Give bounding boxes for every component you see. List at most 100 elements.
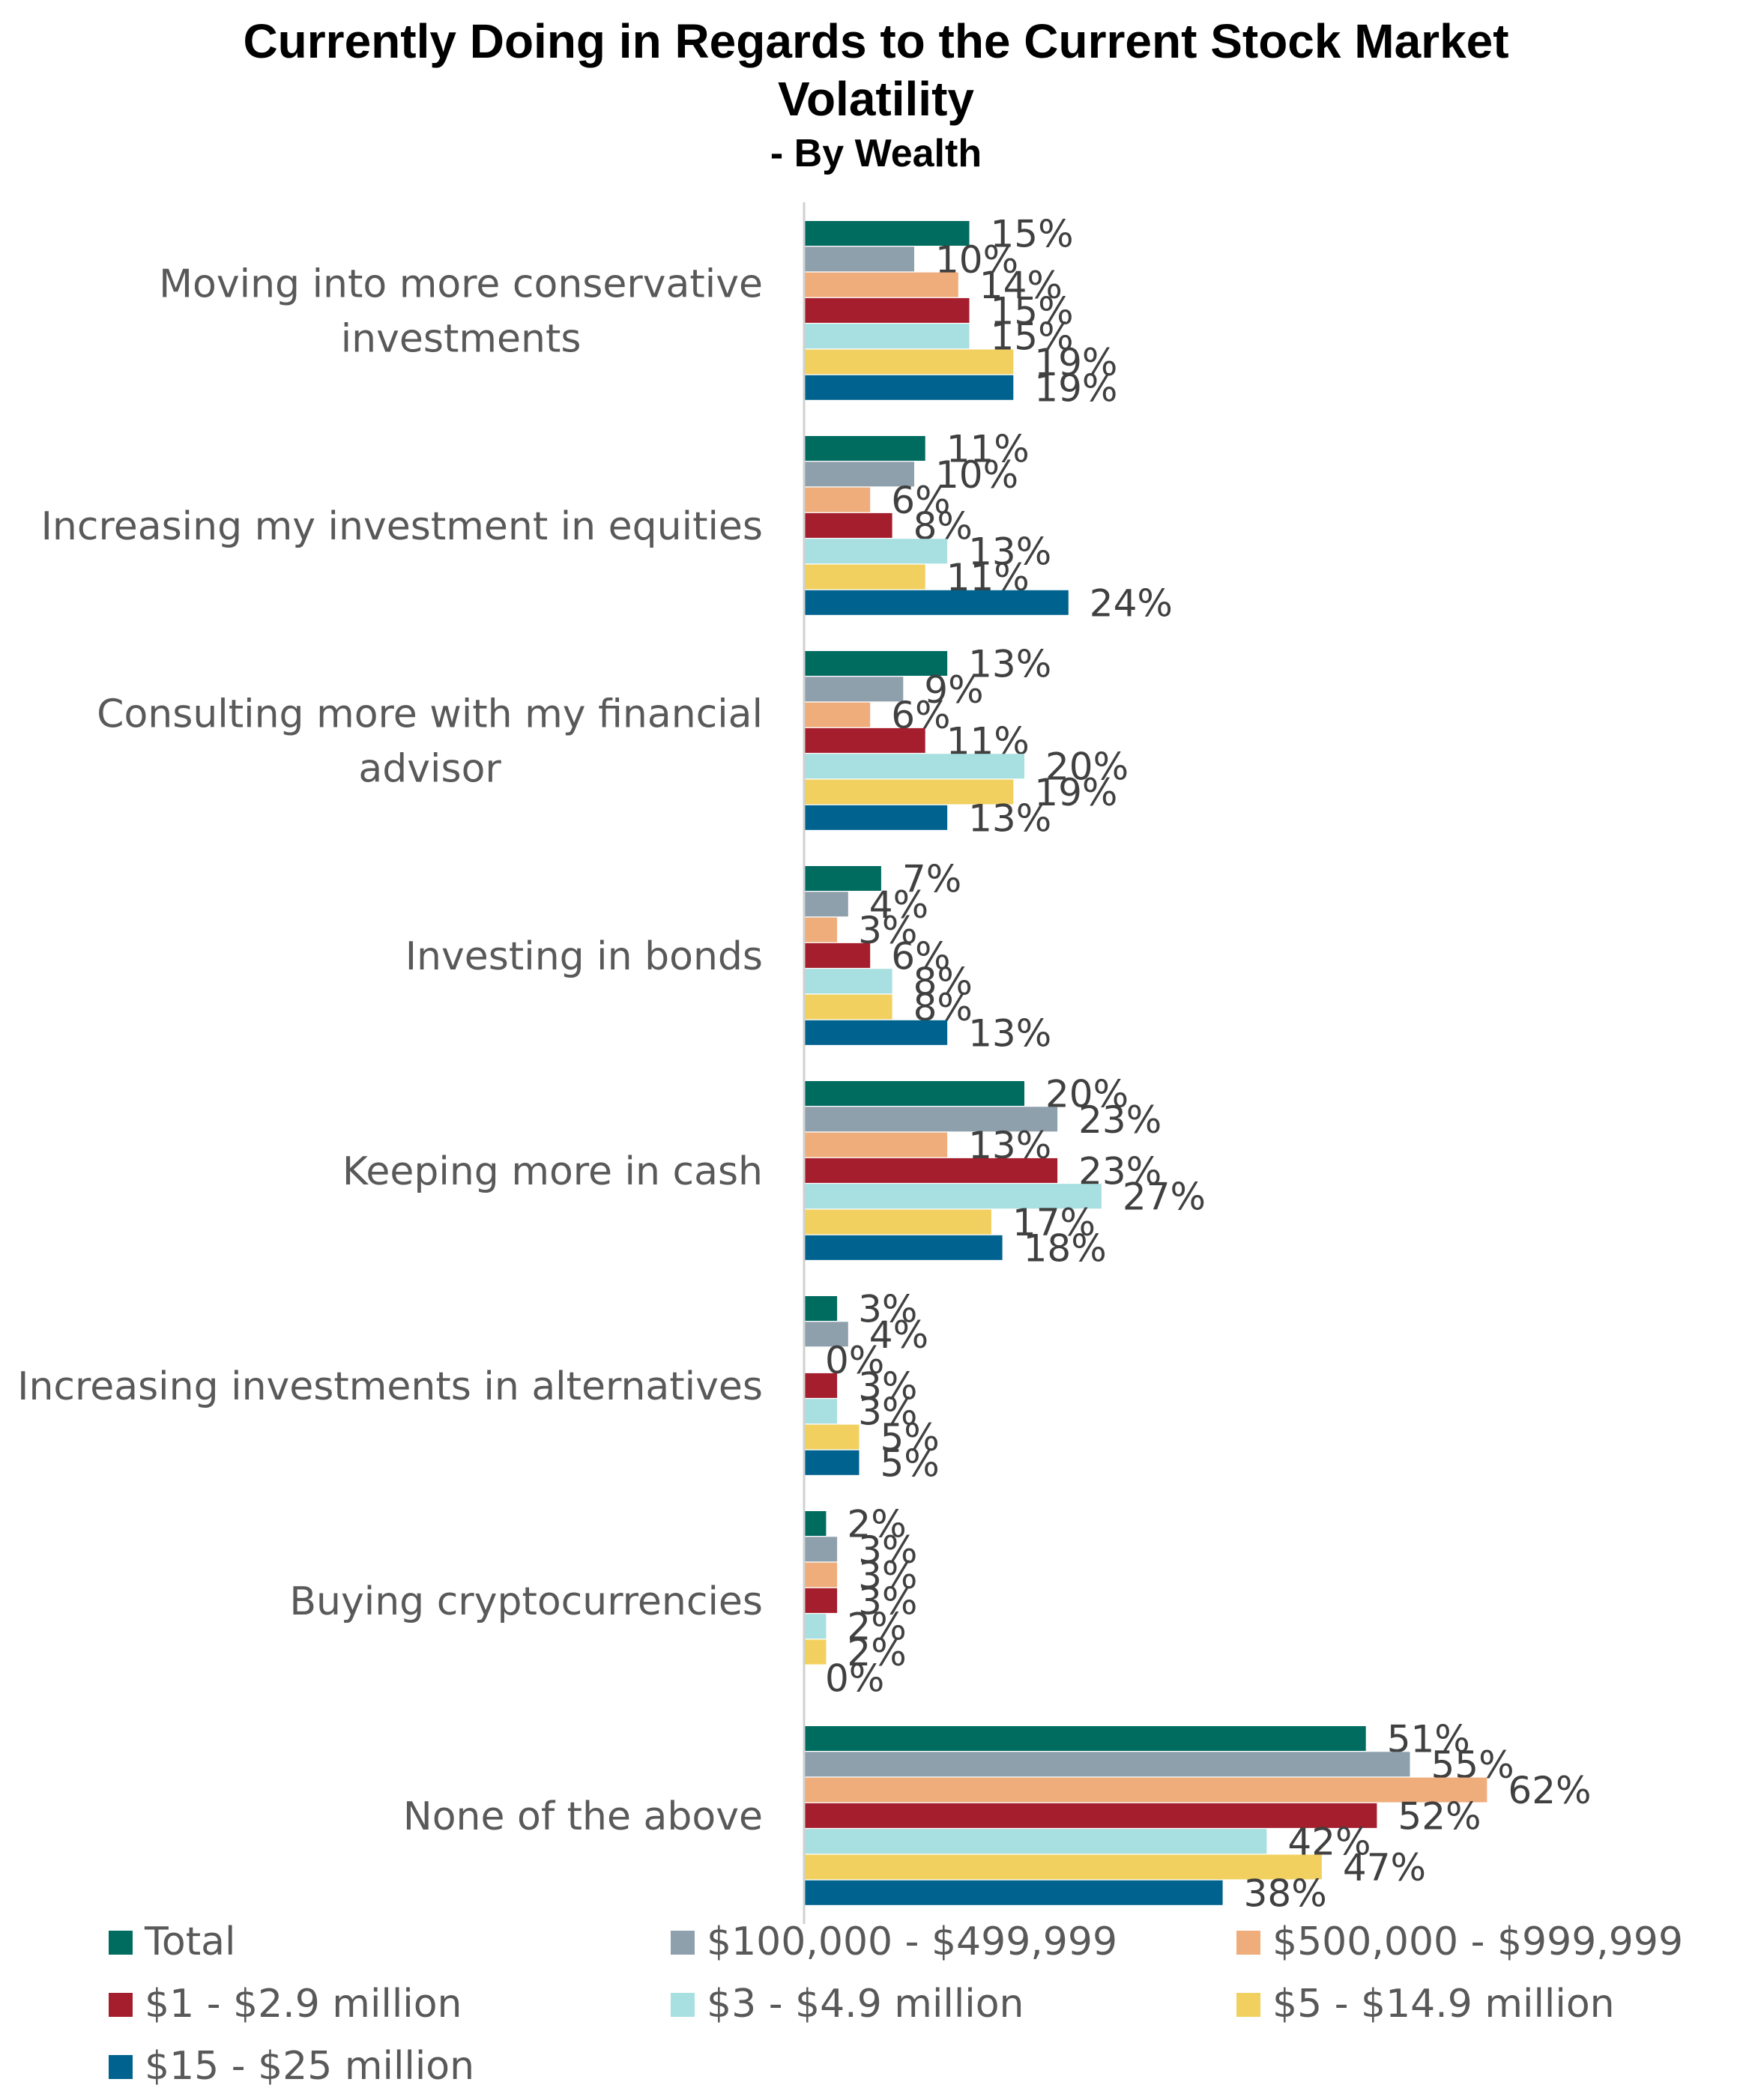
data-label: 15% — [991, 289, 1074, 333]
data-label: 2% — [847, 1631, 906, 1674]
bar — [804, 1235, 1003, 1260]
data-label: 9% — [924, 668, 983, 712]
legend-swatch — [1236, 1931, 1260, 1955]
legend-label: $100,000 - $499,999 — [707, 1919, 1117, 1964]
bar — [804, 1450, 860, 1475]
data-label: 11% — [946, 428, 1030, 471]
category-label: Increasing investments in alternatives — [17, 1364, 763, 1409]
bar — [804, 805, 948, 830]
data-label: 47% — [1343, 1846, 1426, 1889]
data-label: 6% — [891, 934, 950, 978]
data-label: 3% — [858, 1288, 917, 1331]
bar — [804, 512, 892, 538]
data-label: 14% — [979, 264, 1063, 307]
legend-label: $5 - $14.9 million — [1272, 1982, 1615, 2027]
bar — [804, 917, 838, 942]
bar — [804, 1511, 827, 1536]
bar — [804, 1132, 948, 1158]
category-label: Increasing my investment in equities — [41, 504, 763, 549]
data-label: 19% — [1034, 341, 1117, 384]
bar — [804, 436, 925, 461]
bar — [804, 564, 925, 590]
data-label: 2% — [847, 1503, 906, 1546]
bar — [804, 487, 871, 512]
bar — [804, 892, 848, 917]
legend-swatch — [671, 1931, 695, 1955]
bar — [804, 1854, 1322, 1880]
bar — [804, 1639, 827, 1665]
legend-label: $3 - $4.9 million — [707, 1982, 1024, 2027]
bar — [804, 727, 925, 753]
data-label: 20% — [1045, 1073, 1129, 1116]
bar — [804, 1081, 1024, 1106]
bar — [804, 1020, 948, 1045]
category-label: Consulting more with my financial — [97, 692, 763, 737]
data-label: 13% — [968, 530, 1051, 574]
bar — [804, 969, 892, 994]
category-label: Buying cryptocurrencies — [289, 1579, 763, 1624]
bar — [804, 1803, 1377, 1828]
legend-swatch — [109, 1993, 133, 2017]
bar — [804, 1537, 838, 1562]
bar — [804, 677, 904, 702]
bar — [804, 1373, 838, 1398]
data-label: 52% — [1398, 1794, 1481, 1838]
data-label: 3% — [858, 1554, 917, 1597]
data-label: 18% — [1024, 1226, 1107, 1270]
bar — [804, 866, 881, 891]
bar — [804, 1209, 991, 1235]
legend-swatch — [109, 1931, 133, 1955]
bar — [804, 994, 892, 1020]
data-label: 19% — [1034, 366, 1117, 410]
chart-title-line-1: Currently Doing in Regards to the Curren… — [243, 14, 1509, 68]
chart-title-line-2: Volatility — [778, 72, 974, 126]
data-label: 4% — [869, 883, 928, 927]
data-label: 0% — [825, 1656, 884, 1700]
data-label: 10% — [935, 453, 1018, 497]
category-label: Keeping more in cash — [342, 1149, 763, 1194]
data-label: 3% — [858, 1579, 917, 1623]
bar — [804, 651, 948, 676]
category-label: advisor — [358, 747, 501, 792]
bar — [804, 1322, 848, 1347]
bar — [804, 1752, 1410, 1777]
bar — [804, 1614, 827, 1639]
bar — [804, 1107, 1058, 1132]
data-label: 13% — [968, 643, 1051, 686]
data-label: 15% — [991, 213, 1074, 256]
bar — [804, 1399, 838, 1424]
legend-swatch — [1236, 1993, 1260, 2017]
legend-label: $500,000 - $999,999 — [1272, 1919, 1683, 1964]
bar — [804, 462, 914, 487]
data-label: 27% — [1123, 1175, 1206, 1219]
bar — [804, 590, 1069, 615]
category-label: investments — [341, 317, 582, 362]
legend-label: $15 - $25 million — [145, 2044, 474, 2089]
bar — [804, 375, 1014, 400]
data-label: 17% — [1012, 1201, 1096, 1244]
bar — [804, 272, 958, 297]
bar — [804, 1726, 1366, 1751]
data-label: 5% — [880, 1441, 940, 1485]
data-label: 7% — [902, 858, 961, 901]
data-label: 23% — [1078, 1098, 1162, 1142]
data-label: 19% — [1034, 771, 1117, 814]
bar — [804, 754, 1024, 779]
data-label: 3% — [858, 1364, 917, 1408]
category-label: None of the above — [403, 1794, 763, 1839]
chart-subtitle: - By Wealth — [770, 132, 982, 175]
bar — [804, 324, 970, 349]
bar — [804, 1880, 1223, 1905]
data-label: 20% — [1045, 745, 1129, 789]
bar — [804, 1588, 838, 1613]
bar — [804, 942, 871, 968]
bar — [804, 349, 1014, 375]
legend-label: Total — [144, 1919, 235, 1964]
bar — [804, 246, 914, 272]
legend-swatch — [109, 2055, 133, 2079]
bar — [804, 1777, 1487, 1803]
data-label: 2% — [847, 1606, 906, 1649]
category-label: Investing in bonds — [405, 934, 763, 979]
